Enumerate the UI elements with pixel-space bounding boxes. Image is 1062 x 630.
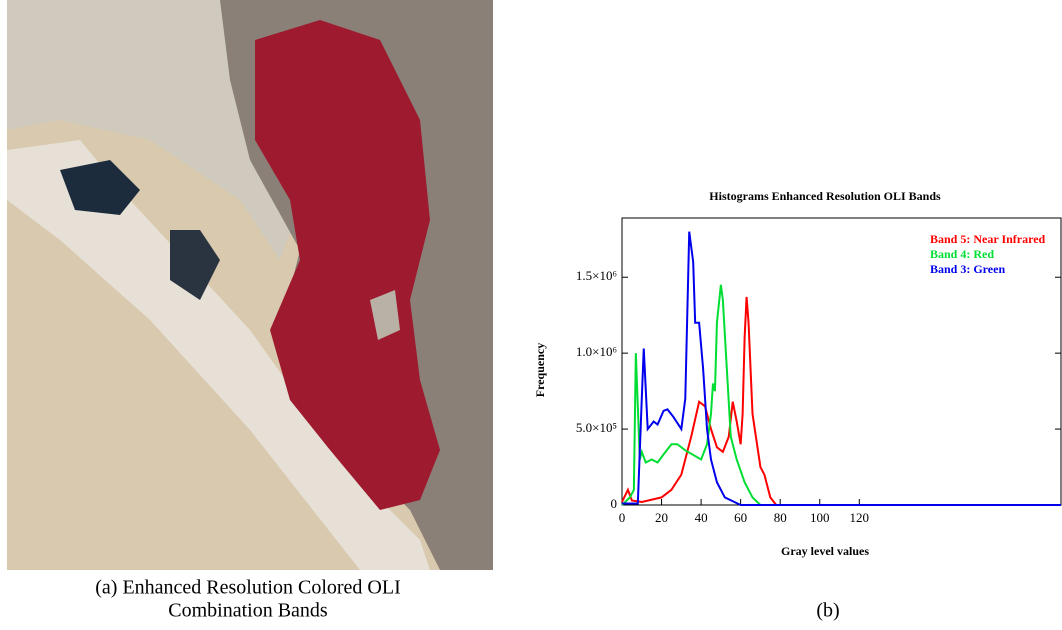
y-tick-label: 1.5×10⁶ (576, 268, 617, 283)
x-tick-label: 80 (774, 510, 787, 525)
caption-a: Combination Bands (168, 600, 328, 622)
series-line (621, 284, 1061, 506)
y-tick-label: 0 (611, 496, 618, 511)
x-tick-label: 120 (850, 510, 870, 525)
x-tick-label: 100 (810, 510, 830, 525)
chart-title: Histograms Enhanced Resolution OLI Bands (709, 189, 941, 203)
x-tick-label: 0 (619, 510, 626, 525)
y-tick-label: 5.0×10⁵ (576, 420, 617, 435)
water (60, 160, 140, 215)
y-axis-label: Frequency (533, 343, 547, 397)
x-axis-label: Gray level values (781, 544, 869, 558)
x-tick-label: 60 (734, 510, 747, 525)
x-tick-label: 40 (695, 510, 708, 525)
salt-flat (7, 140, 430, 570)
legend-entry: Band 3: Green (930, 262, 1005, 276)
series-line (622, 231, 1061, 506)
caption-b: (b) (816, 600, 839, 622)
caption-a: (a) Enhanced Resolution Colored OLI (95, 577, 400, 599)
series-line (621, 296, 1061, 506)
vegetation-red (255, 20, 440, 510)
patch (370, 290, 400, 340)
legend-entry: Band 4: Red (930, 247, 994, 261)
satellite-image (7, 0, 493, 570)
y-tick-label: 1.0×10⁶ (576, 344, 617, 359)
legend-entry: Band 5: Near Infrared (930, 232, 1046, 246)
x-tick-label: 20 (655, 510, 668, 525)
water (170, 230, 220, 300)
